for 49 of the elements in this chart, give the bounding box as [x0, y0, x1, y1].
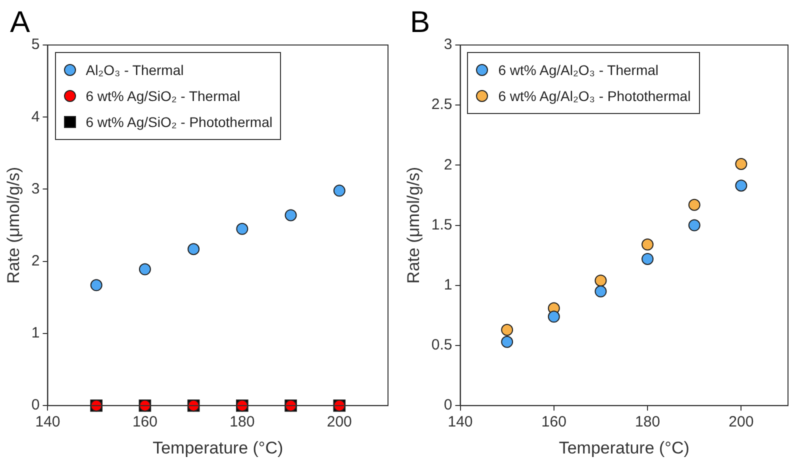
x-axis-title: Temperature (°C) — [558, 438, 690, 458]
legend-label: 6 wt% Ag/SiO₂ - Thermal — [86, 88, 240, 104]
point — [501, 324, 514, 336]
y-tick-label: 2 — [444, 156, 452, 174]
y-tick-label: 4 — [31, 108, 40, 126]
x-tick-label: 180 — [230, 414, 255, 431]
point — [735, 158, 748, 170]
point — [688, 198, 700, 211]
y-tick-label: 2 — [31, 252, 40, 270]
point — [501, 336, 514, 348]
x-tick-label: 160 — [132, 414, 158, 431]
legend-label: 6 wt% Ag/Al₂O₃ - Thermal — [498, 62, 659, 78]
x-tick-label: 200 — [728, 414, 754, 431]
chart-title: B — [410, 6, 430, 40]
y-tick-label: 1 — [31, 324, 40, 342]
point — [188, 243, 200, 256]
x-tick-label: 200 — [326, 414, 352, 431]
point — [642, 252, 654, 265]
y-tick-label: 0.5 — [431, 336, 452, 354]
y-tick-label: 3 — [444, 36, 452, 54]
x-axis-title: Temperature (°C) — [152, 438, 284, 458]
point — [642, 238, 654, 251]
y-tick-label: 0 — [31, 396, 40, 414]
x-tick-label: 180 — [635, 414, 660, 431]
point — [735, 180, 748, 192]
y-axis-title: Rate (μmol/g/s) — [4, 167, 23, 284]
x-tick-label: 140 — [35, 414, 60, 431]
point — [594, 274, 607, 287]
legend-label: Al₂O₃ - Thermal — [86, 62, 184, 78]
y-tick-label: 3 — [31, 180, 40, 198]
point — [236, 222, 248, 235]
point — [138, 263, 151, 276]
y-axis-title: Rate (μmol/g/s) — [404, 167, 423, 284]
legend-label: 6 wt% Ag/SiO₂ - Photothermal — [86, 114, 272, 130]
point — [333, 184, 346, 197]
point — [284, 209, 297, 222]
y-tick-label: 0 — [444, 396, 452, 414]
point — [90, 279, 102, 292]
x-tick-label: 160 — [541, 414, 566, 431]
y-tick-label: 2.5 — [431, 96, 452, 114]
point — [548, 310, 560, 323]
point — [688, 219, 700, 232]
y-tick-label: 1 — [444, 276, 452, 294]
y-tick-label: 1.5 — [431, 216, 452, 234]
chart-title: A — [10, 6, 30, 40]
y-tick-label: 5 — [31, 36, 40, 54]
point — [594, 285, 607, 298]
legend-label: 6 wt% Ag/Al₂O₃ - Photothermal — [498, 88, 691, 104]
x-tick-label: 140 — [448, 414, 473, 431]
